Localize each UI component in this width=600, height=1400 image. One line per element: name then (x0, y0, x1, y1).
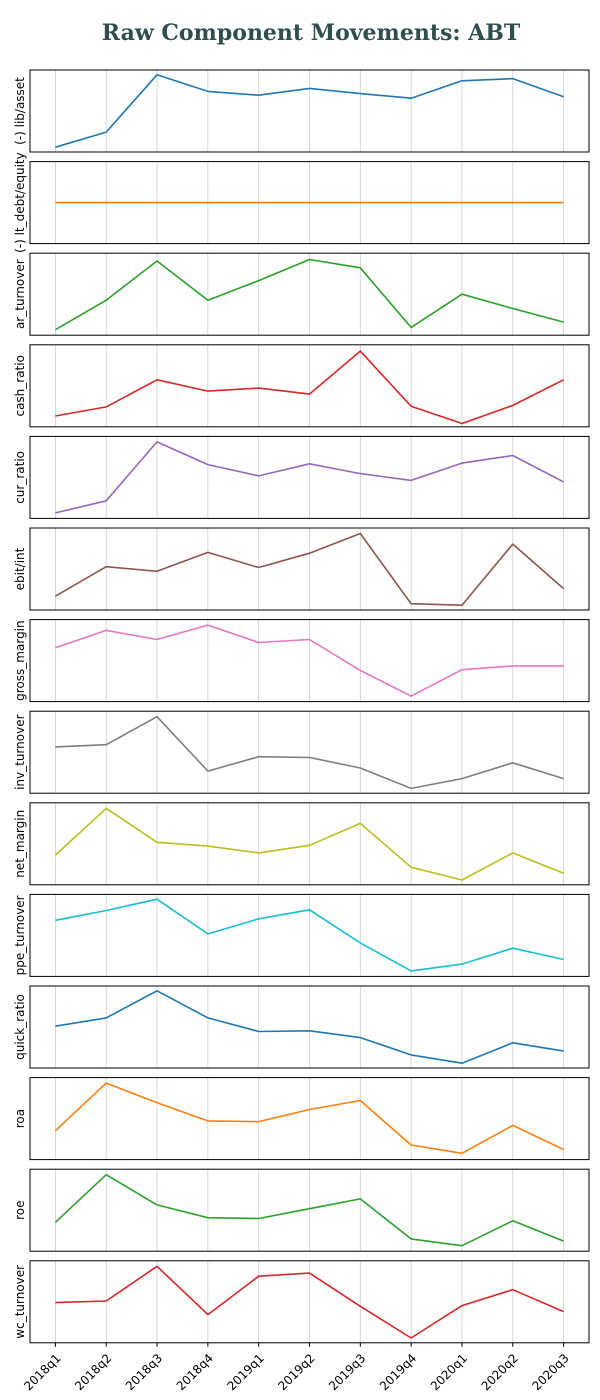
x-tick-label: 2019q2 (275, 1351, 317, 1393)
series-line (54, 258, 564, 331)
panel-frame (29, 710, 590, 794)
y-axis-label: wc_turnover (13, 1265, 27, 1339)
panel-10: quick_ratio (13, 985, 590, 1069)
panel-frame (29, 802, 590, 886)
panel-11: roa (13, 1077, 590, 1161)
panel-frame (29, 435, 590, 519)
panel-frame (29, 893, 590, 977)
series-line (54, 532, 565, 606)
series-line (55, 990, 564, 1064)
panel-3: cash_ratio (13, 344, 590, 428)
y-axis-label: (-) lib/asset (13, 77, 27, 145)
series-line (55, 898, 564, 972)
x-tick-label: 2018q4 (174, 1351, 216, 1393)
x-tick-label: 2018q2 (72, 1351, 114, 1393)
panel-frame (29, 527, 590, 611)
chart-title: Raw Component Movements: ABT (101, 20, 521, 46)
series-line (55, 74, 564, 148)
y-axis-label: inv_turnover (13, 714, 27, 790)
x-tick-label: 2020q3 (529, 1351, 571, 1393)
panel-frame (29, 344, 590, 428)
series-line (55, 1265, 564, 1339)
panel-frame (29, 985, 590, 1069)
panel-frame (29, 252, 590, 336)
series-line (54, 1173, 564, 1247)
y-axis-label: quick_ratio (13, 994, 27, 1060)
panel-13: wc_turnover (13, 1260, 590, 1344)
y-axis-label: roe (13, 1200, 27, 1219)
series-line (55, 350, 564, 425)
series-line (54, 1082, 564, 1155)
x-tick-label: 2018q3 (123, 1351, 165, 1393)
panel-frame (29, 161, 590, 245)
panel-5: ebit/int (13, 527, 590, 611)
panel-frame (29, 1168, 590, 1252)
panel-6: gross_margin (13, 619, 590, 703)
panel-frame (29, 69, 590, 153)
y-axis-label: ar_turnover (13, 259, 27, 329)
x-tick-label: 2020q2 (479, 1351, 521, 1393)
y-axis-label: roa (13, 1109, 27, 1128)
x-tick-label: 2020q1 (428, 1351, 470, 1393)
y-axis-label: ppe_turnover (13, 895, 27, 975)
panel-0: (-) lib/asset (13, 69, 590, 153)
y-axis-label: net_margin (13, 810, 27, 878)
y-axis-label: (-) lt_debt/equity (13, 152, 27, 253)
y-axis-label: gross_margin (13, 620, 27, 700)
y-axis-label: cash_ratio (13, 355, 27, 416)
panel-frame (29, 1077, 590, 1161)
x-tick-label: 2019q3 (326, 1351, 368, 1393)
panel-8: net_margin (13, 802, 590, 886)
panel-7: inv_turnover (13, 710, 590, 794)
series-line (55, 624, 564, 697)
series-line (55, 441, 564, 514)
series-line (54, 807, 564, 881)
y-axis-label: ebit/int (13, 547, 27, 590)
x-tick-label: 2019q1 (225, 1351, 267, 1393)
series-line (55, 715, 564, 790)
x-tick-label: 2018q1 (21, 1351, 63, 1393)
x-tick-label: 2019q4 (377, 1351, 419, 1393)
panel-9: ppe_turnover (13, 893, 590, 977)
panel-4: cur_ratio (13, 435, 590, 519)
y-axis-label: cur_ratio (13, 451, 27, 504)
panel-2: ar_turnover (13, 252, 590, 336)
panel-frame (29, 619, 590, 703)
panel-1: (-) lt_debt/equity (13, 152, 590, 253)
panel-12: roe (13, 1168, 590, 1252)
